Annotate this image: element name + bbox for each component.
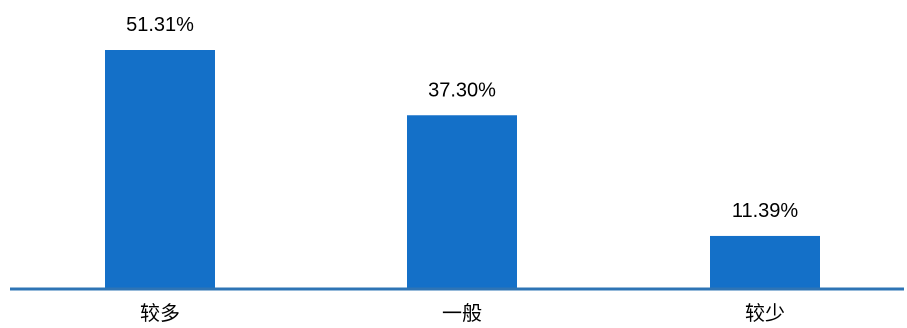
value-labels-group: 51.31% 37.30% 11.39% [126,14,798,222]
data-label-2: 37.30% [428,79,496,101]
category-label-3: 较少 [745,301,785,325]
bars-group [105,50,820,289]
bar-1 [105,50,215,289]
bar-3 [710,235,820,289]
category-label-1: 较多 [140,301,180,325]
data-label-3: 11.39% [732,200,799,222]
category-label-2: 一般 [442,301,482,325]
category-labels-group: 较多 一般 较少 [140,301,785,325]
data-label-1: 51.31% [126,14,194,36]
bar-2 [407,115,517,289]
